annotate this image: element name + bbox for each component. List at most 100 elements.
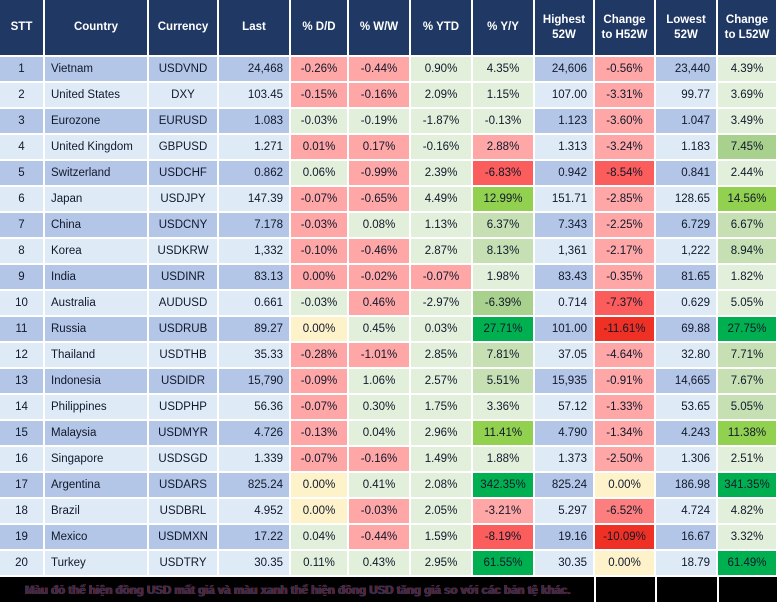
- cell-country-row6: Japan: [44, 186, 149, 213]
- cell-l52w-row10: 0.629: [655, 290, 718, 317]
- cell-last-row3: 1.083: [218, 108, 291, 135]
- cell-l52w-row5: 0.841: [655, 160, 718, 187]
- cell-ch52w-row2: -3.31%: [594, 82, 656, 109]
- col-header-l52w: Lowest 52W: [655, 0, 718, 57]
- cell-h52w-row5: 0.942: [534, 160, 595, 187]
- cell-last-row18: 4.952: [218, 498, 291, 525]
- cell-ww-row16: -0.16%: [348, 446, 411, 473]
- col-header-stt: STT: [0, 0, 45, 57]
- cell-h52w-row6: 151.71: [534, 186, 595, 213]
- cell-cl52w-row10: 5.05%: [717, 290, 777, 317]
- cell-dd-row16: -0.07%: [290, 446, 349, 473]
- cell-country-row7: China: [44, 212, 149, 239]
- cell-ch52w-row10: -7.37%: [594, 290, 656, 317]
- cell-last-row12: 35.33: [218, 342, 291, 369]
- cell-dd-row19: 0.04%: [290, 524, 349, 551]
- cell-dd-row20: 0.11%: [290, 550, 349, 577]
- cell-dd-row18: 0.00%: [290, 498, 349, 525]
- cell-stt-row19: 19: [0, 524, 45, 551]
- cell-ch52w-row13: -0.91%: [594, 368, 656, 395]
- cell-ch52w-row19: -10.09%: [594, 524, 656, 551]
- cell-last-row1: 24,468: [218, 56, 291, 83]
- cell-h52w-row1: 24,606: [534, 56, 595, 83]
- cell-ch52w-row4: -3.24%: [594, 134, 656, 161]
- cell-currency-row20: USDTRY: [148, 550, 219, 577]
- cell-stt-row11: 11: [0, 316, 45, 343]
- cell-ytd-row12: 2.85%: [410, 342, 473, 369]
- cell-l52w-row16: 1.306: [655, 446, 718, 473]
- cell-currency-row14: USDPHP: [148, 394, 219, 421]
- cell-l52w-row6: 128.65: [655, 186, 718, 213]
- table-row-4: 4 United Kingdom GBPUSD 1.271 0.01% 0.17% -0.1…: [0, 134, 777, 161]
- cell-h52w-row13: 15,935: [534, 368, 595, 395]
- cell-ytd-row9: -0.07%: [410, 264, 473, 291]
- cell-ww-row12: -1.01%: [348, 342, 411, 369]
- cell-last-row4: 1.271: [218, 134, 291, 161]
- fx-rates-table: STT Country Currency Last% D/D% W/W% YTD% Y…: [0, 0, 777, 577]
- cell-yy-row12: 7.81%: [472, 342, 535, 369]
- cell-last-row2: 103.45: [218, 82, 291, 109]
- cell-ch52w-row20: 0.00%: [594, 550, 656, 577]
- cell-yy-row8: 8.13%: [472, 238, 535, 265]
- cell-h52w-row15: 4.790: [534, 420, 595, 447]
- table-row-12: 12 Thailand USDTHB 35.33 -0.28% -1.01% 2.85% 7.…: [0, 342, 777, 369]
- cell-dd-row9: 0.00%: [290, 264, 349, 291]
- cell-stt-row14: 14: [0, 394, 45, 421]
- cell-stt-row3: 3: [0, 108, 45, 135]
- cell-l52w-row1: 23,440: [655, 56, 718, 83]
- cell-yy-row15: 11.41%: [472, 420, 535, 447]
- cell-dd-row5: 0.06%: [290, 160, 349, 187]
- cell-ww-row20: 0.43%: [348, 550, 411, 577]
- cell-ch52w-row5: -8.54%: [594, 160, 656, 187]
- cell-country-row18: Brazil: [44, 498, 149, 525]
- cell-dd-row10: -0.03%: [290, 290, 349, 317]
- cell-country-row17: Argentina: [44, 472, 149, 499]
- cell-stt-row17: 17: [0, 472, 45, 499]
- cell-country-row12: Thailand: [44, 342, 149, 369]
- cell-last-row16: 1.339: [218, 446, 291, 473]
- cell-yy-row10: -6.39%: [472, 290, 535, 317]
- cell-ytd-row10: -2.97%: [410, 290, 473, 317]
- cell-ytd-row15: 2.96%: [410, 420, 473, 447]
- col-header-last: Last: [218, 0, 291, 57]
- cell-stt-row8: 8: [0, 238, 45, 265]
- cell-dd-row2: -0.15%: [290, 82, 349, 109]
- table-row-2: 2 United States DXY 103.45 -0.15% -0.16% 2.09%…: [0, 82, 777, 109]
- cell-dd-row3: -0.03%: [290, 108, 349, 135]
- cell-stt-row18: 18: [0, 498, 45, 525]
- cell-ch52w-row15: -1.34%: [594, 420, 656, 447]
- cell-currency-row9: USDINR: [148, 264, 219, 291]
- cell-currency-row12: USDTHB: [148, 342, 219, 369]
- cell-h52w-row20: 30.35: [534, 550, 595, 577]
- cell-stt-row9: 9: [0, 264, 45, 291]
- cell-ch52w-row16: -2.50%: [594, 446, 656, 473]
- cell-h52w-row4: 1.313: [534, 134, 595, 161]
- cell-country-row19: Mexico: [44, 524, 149, 551]
- cell-h52w-row18: 5.297: [534, 498, 595, 525]
- cell-ww-row8: -0.46%: [348, 238, 411, 265]
- cell-yy-row6: 12.99%: [472, 186, 535, 213]
- cell-ww-row6: -0.65%: [348, 186, 411, 213]
- table-row-8: 8 Korea USDKRW 1,332 -0.10% -0.46% 2.87% 8.13% 1…: [0, 238, 777, 265]
- cell-cl52w-row19: 3.32%: [717, 524, 777, 551]
- cell-yy-row7: 6.37%: [472, 212, 535, 239]
- cell-currency-row2: DXY: [148, 82, 219, 109]
- table-row-15: 15 Malaysia USDMYR 4.726 -0.13% 0.04% 2.96% 11.…: [0, 420, 777, 447]
- table-row-11: 11 Russia USDRUB 89.27 0.00% 0.45% 0.03% 27.71%…: [0, 316, 777, 343]
- cell-cl52w-row15: 11.38%: [717, 420, 777, 447]
- cell-dd-row14: -0.07%: [290, 394, 349, 421]
- cell-currency-row15: USDMYR: [148, 420, 219, 447]
- cell-h52w-row2: 107.00: [534, 82, 595, 109]
- table-row-5: 5 Switzerland USDCHF 0.862 0.06% -0.99% 2.39% -…: [0, 160, 777, 187]
- cell-last-row15: 4.726: [218, 420, 291, 447]
- table-row-18: 18 Brazil USDBRL 4.952 0.00% -0.03% 2.05% -3.21…: [0, 498, 777, 525]
- cell-ww-row1: -0.44%: [348, 56, 411, 83]
- cell-last-row10: 0.661: [218, 290, 291, 317]
- cell-l52w-row19: 16.67: [655, 524, 718, 551]
- col-header-currency: Currency: [148, 0, 219, 57]
- col-header-country: Country: [44, 0, 149, 57]
- note-text: Màu đỏ thể hiện đồng USD mất giá và màu …: [24, 584, 570, 597]
- cell-h52w-row16: 1.373: [534, 446, 595, 473]
- cell-cl52w-row20: 61.49%: [717, 550, 777, 577]
